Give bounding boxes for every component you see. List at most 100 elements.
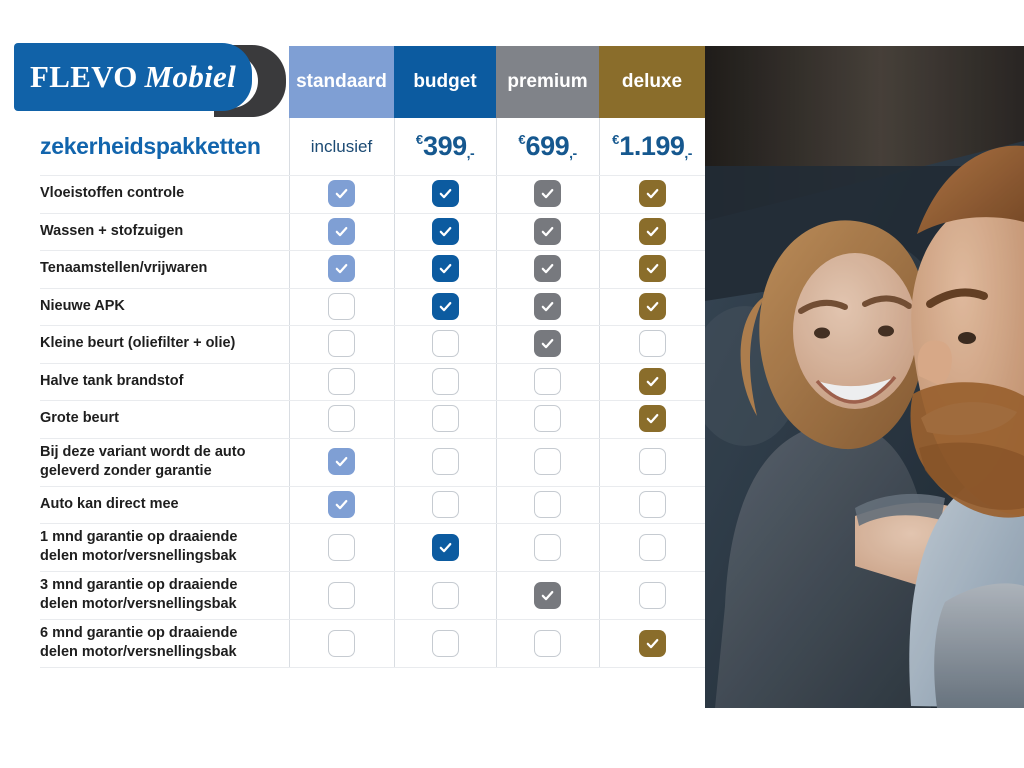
checkbox-standaard-row-7[interactable]	[328, 405, 355, 433]
checkbox-deluxe-row-11[interactable]	[638, 581, 666, 609]
checkbox-standaard-row-1[interactable]	[328, 180, 355, 208]
checkbox-standaard-row-12[interactable]	[328, 629, 355, 657]
column-header-premium[interactable]: premium	[496, 46, 599, 118]
checkbox-budget-row-6[interactable]	[431, 367, 459, 395]
checkbox-premium-row-11[interactable]	[534, 581, 561, 609]
price-suffix: ,-	[466, 144, 475, 161]
checkbox-standaard-row-2[interactable]	[328, 217, 355, 245]
checkbox-budget-row-5[interactable]	[431, 330, 459, 358]
column-header-label: budget	[413, 71, 477, 92]
row-divider	[40, 437, 705, 439]
feature-label-line: delen motor/versnellingsbak	[40, 644, 237, 660]
checkbox-standaard-row-11[interactable]	[328, 581, 355, 609]
feature-label-line: Auto kan direct mee	[40, 495, 179, 512]
feature-label-line: delen motor/versnellingsbak	[40, 596, 237, 612]
feature-label-line: Kleine beurt (oliefilter + olie)	[40, 335, 236, 352]
checkbox-standaard-row-10[interactable]	[328, 533, 355, 561]
checkbox-budget-row-4[interactable]	[431, 292, 459, 320]
checkbox-deluxe-row-7[interactable]	[638, 405, 666, 433]
feature-label: 6 mnd garantie op draaiende delen motor/v…	[40, 624, 237, 662]
checkbox-premium-row-7[interactable]	[534, 405, 561, 433]
checkbox-premium-row-12[interactable]	[534, 629, 561, 657]
feature-label-line: delen motor/versnellingsbak	[40, 548, 237, 564]
checkbox-budget-row-12[interactable]	[431, 629, 459, 657]
checkbox-premium-row-1[interactable]	[534, 180, 561, 208]
checkbox-deluxe-row-10[interactable]	[638, 533, 666, 561]
logo-plate: FLEVO Mobiel	[14, 43, 252, 111]
checkbox-budget-row-2[interactable]	[431, 217, 459, 245]
price-cell-budget: €399 ,-	[394, 118, 496, 175]
feature-label-line: 1 mnd garantie op draaiende	[40, 529, 238, 545]
column-header-deluxe[interactable]: deluxe	[599, 46, 705, 118]
checkbox-budget-row-9[interactable]	[431, 490, 459, 518]
column-divider	[394, 118, 395, 667]
column-header-label: premium	[507, 71, 588, 92]
price-included-label: inclusief	[310, 136, 373, 156]
checkbox-premium-row-9[interactable]	[534, 490, 561, 518]
checkbox-deluxe-row-12[interactable]	[638, 629, 666, 657]
checkbox-budget-row-1[interactable]	[431, 180, 459, 208]
checkbox-deluxe-row-5[interactable]	[638, 330, 666, 358]
row-divider	[40, 362, 705, 364]
row-divider	[40, 523, 705, 524]
price-currency-symbol: €	[518, 132, 526, 147]
column-divider	[496, 118, 497, 667]
checkbox-premium-row-6[interactable]	[534, 367, 561, 395]
checkbox-budget-row-8[interactable]	[431, 448, 459, 475]
checkbox-premium-row-5[interactable]	[534, 330, 561, 358]
checkbox-premium-row-2[interactable]	[534, 217, 561, 245]
checkbox-standaard-row-9[interactable]	[328, 490, 355, 518]
row-divider	[40, 400, 705, 401]
feature-label: Grote beurt	[40, 409, 119, 428]
checkbox-budget-row-10[interactable]	[431, 533, 459, 561]
row-divider	[40, 571, 705, 572]
checkbox-standaard-row-3[interactable]	[328, 255, 355, 283]
checkbox-budget-row-7[interactable]	[431, 405, 459, 433]
page-title: zekerheidspakketten	[40, 133, 261, 159]
checkbox-premium-row-4[interactable]	[534, 292, 561, 320]
checkbox-deluxe-row-1[interactable]	[638, 180, 666, 208]
logo-word-primary: FLEVO	[29, 59, 138, 94]
checkbox-deluxe-row-4[interactable]	[638, 292, 666, 320]
checkbox-deluxe-row-6[interactable]	[638, 367, 666, 395]
checkbox-premium-row-3[interactable]	[534, 255, 561, 283]
column-header-standaard[interactable]: standaard	[289, 46, 394, 118]
feature-label: Halve tank brandstof	[40, 372, 183, 391]
checkbox-deluxe-row-3[interactable]	[638, 255, 666, 283]
price-suffix: ,-	[569, 144, 577, 161]
row-divider	[40, 619, 705, 620]
column-header-budget[interactable]: budget	[394, 46, 496, 118]
row-divider	[40, 325, 705, 326]
feature-label-line: Nieuwe APK	[40, 297, 125, 314]
feature-label: 3 mnd garantie op draaiende delen motor/v…	[40, 576, 237, 614]
flevo-mobiel-logo: FLEVO Mobiel	[14, 43, 286, 117]
feature-label-line: Wassen + stofzuigen	[40, 222, 184, 239]
price-amount: 399	[423, 131, 467, 161]
checkbox-standaard-row-4[interactable]	[328, 292, 355, 320]
column-divider	[289, 118, 290, 667]
checkbox-deluxe-row-8[interactable]	[638, 448, 666, 475]
checkbox-premium-row-8[interactable]	[534, 448, 561, 475]
row-divider	[40, 175, 705, 176]
checkbox-budget-row-3[interactable]	[431, 255, 459, 283]
feature-label-line: Grote beurt	[40, 410, 119, 427]
checkbox-standaard-row-6[interactable]	[328, 367, 355, 395]
checkbox-deluxe-row-9[interactable]	[638, 490, 666, 518]
checkbox-standaard-row-5[interactable]	[328, 330, 355, 358]
checkbox-budget-row-11[interactable]	[431, 581, 459, 609]
row-divider	[40, 485, 705, 487]
checkbox-deluxe-row-2[interactable]	[638, 217, 666, 245]
row-divider	[40, 212, 705, 214]
feature-label: Tenaamstellen/vrijwaren	[40, 259, 207, 278]
feature-label: 1 mnd garantie op draaiende delen motor/v…	[40, 528, 237, 566]
feature-label: Auto kan direct mee	[40, 495, 179, 514]
feature-label-line: Vloeistoffen controle	[40, 185, 185, 202]
checkbox-standaard-row-8[interactable]	[328, 448, 355, 475]
checkbox-premium-row-10[interactable]	[534, 533, 561, 561]
feature-label-line: Bij deze variant wordt de auto	[40, 443, 246, 460]
feature-label: Vloeistoffen controle	[40, 184, 184, 203]
column-header-label: standaard	[296, 71, 387, 92]
feature-label: Wassen + stofzuigen	[40, 222, 183, 241]
